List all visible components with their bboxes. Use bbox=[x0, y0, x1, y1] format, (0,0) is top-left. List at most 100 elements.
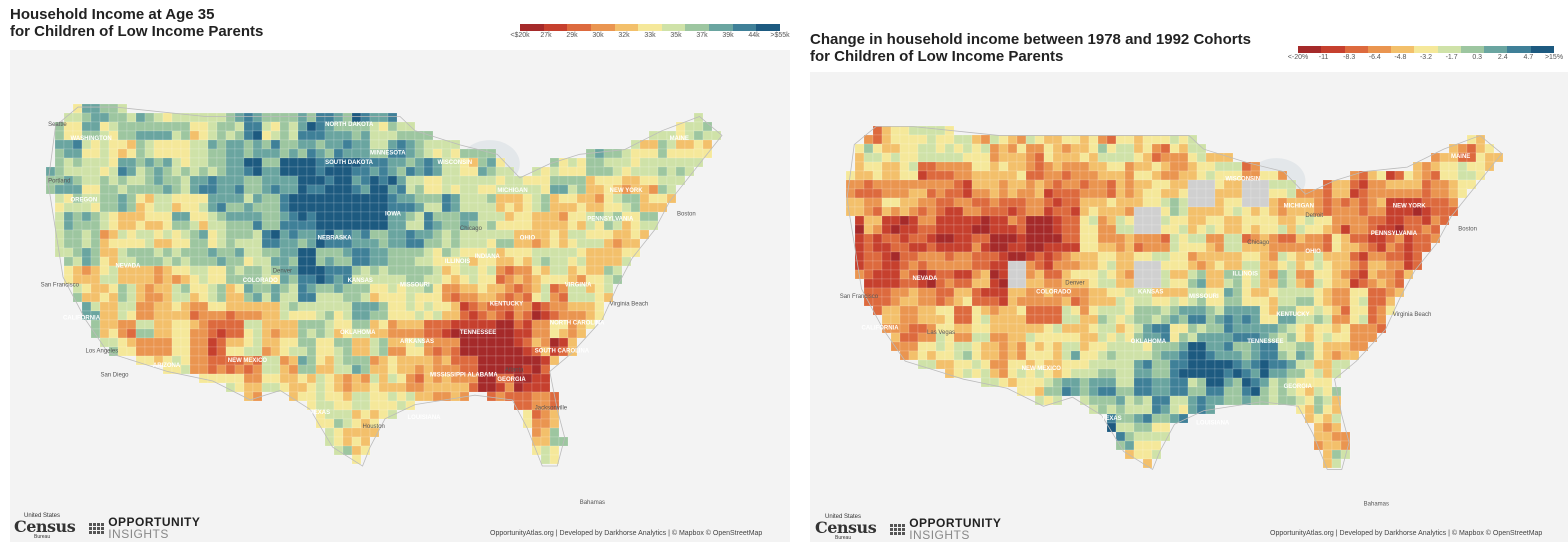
county-region[interactable] bbox=[1466, 179, 1477, 190]
county-region[interactable] bbox=[504, 256, 515, 267]
county-region[interactable] bbox=[1466, 170, 1477, 181]
county-region[interactable] bbox=[90, 166, 101, 177]
county-region[interactable] bbox=[189, 364, 200, 375]
county-region[interactable] bbox=[225, 283, 236, 294]
county-region[interactable] bbox=[162, 274, 173, 285]
county-region[interactable] bbox=[72, 292, 83, 303]
county-region[interactable] bbox=[1052, 296, 1063, 307]
county-region[interactable] bbox=[594, 292, 605, 303]
county-region[interactable] bbox=[1061, 368, 1072, 379]
county-region[interactable] bbox=[171, 184, 182, 195]
county-region[interactable] bbox=[872, 215, 883, 226]
county-region[interactable] bbox=[1205, 386, 1216, 397]
county-region[interactable] bbox=[1232, 359, 1243, 370]
county-region[interactable] bbox=[1142, 431, 1153, 442]
county-region[interactable] bbox=[234, 193, 245, 204]
county-region[interactable] bbox=[1232, 260, 1243, 271]
county-region[interactable] bbox=[117, 301, 128, 312]
county-region[interactable] bbox=[126, 202, 137, 213]
county-region[interactable] bbox=[1340, 224, 1351, 235]
county-region[interactable] bbox=[360, 364, 371, 375]
county-region[interactable] bbox=[81, 283, 92, 294]
county-region[interactable] bbox=[1097, 305, 1108, 316]
county-region[interactable] bbox=[1007, 287, 1018, 298]
county-region[interactable] bbox=[531, 265, 542, 276]
county-region[interactable] bbox=[639, 148, 650, 159]
county-region[interactable] bbox=[1322, 359, 1333, 370]
county-region[interactable] bbox=[540, 355, 551, 366]
county-region[interactable] bbox=[1160, 431, 1171, 442]
county-region[interactable] bbox=[1115, 296, 1126, 307]
county-region[interactable] bbox=[315, 130, 326, 141]
county-region[interactable] bbox=[225, 265, 236, 276]
county-region[interactable] bbox=[198, 175, 209, 186]
county-region[interactable] bbox=[908, 224, 919, 235]
county-region[interactable] bbox=[1241, 296, 1252, 307]
county-region[interactable] bbox=[989, 269, 1000, 280]
county-region[interactable] bbox=[288, 220, 299, 231]
county-region[interactable] bbox=[1133, 449, 1144, 460]
county-region[interactable] bbox=[926, 179, 937, 190]
county-region[interactable] bbox=[531, 382, 542, 393]
county-region[interactable] bbox=[1430, 197, 1441, 208]
county-region[interactable] bbox=[225, 175, 236, 186]
county-region[interactable] bbox=[917, 350, 928, 361]
county-region[interactable] bbox=[225, 112, 236, 123]
county-region[interactable] bbox=[225, 130, 236, 141]
county-region[interactable] bbox=[252, 337, 263, 348]
county-region[interactable] bbox=[495, 220, 506, 231]
county-region[interactable] bbox=[1250, 368, 1261, 379]
county-region[interactable] bbox=[1097, 341, 1108, 352]
county-region[interactable] bbox=[288, 364, 299, 375]
county-region[interactable] bbox=[567, 184, 578, 195]
county-region[interactable] bbox=[989, 341, 1000, 352]
county-region[interactable] bbox=[1142, 440, 1153, 451]
county-region[interactable] bbox=[234, 166, 245, 177]
county-region[interactable] bbox=[666, 157, 677, 168]
county-region[interactable] bbox=[369, 202, 380, 213]
county-region[interactable] bbox=[1169, 278, 1180, 289]
county-region[interactable] bbox=[1052, 314, 1063, 325]
county-region[interactable] bbox=[342, 256, 353, 267]
county-region[interactable] bbox=[1223, 206, 1234, 217]
county-region[interactable] bbox=[1025, 314, 1036, 325]
county-region[interactable] bbox=[1286, 242, 1297, 253]
county-region[interactable] bbox=[450, 220, 461, 231]
county-region[interactable] bbox=[387, 166, 398, 177]
county-region[interactable] bbox=[432, 319, 443, 330]
county-region[interactable] bbox=[1088, 386, 1099, 397]
county-region[interactable] bbox=[450, 391, 461, 402]
county-region[interactable] bbox=[207, 211, 218, 222]
county-region[interactable] bbox=[1079, 269, 1090, 280]
county-region[interactable] bbox=[288, 238, 299, 249]
county-region[interactable] bbox=[369, 292, 380, 303]
county-region[interactable] bbox=[1331, 188, 1342, 199]
county-region[interactable] bbox=[288, 328, 299, 339]
county-region[interactable] bbox=[594, 301, 605, 312]
county-region[interactable] bbox=[657, 193, 668, 204]
county-region[interactable] bbox=[1241, 368, 1252, 379]
county-region[interactable] bbox=[594, 175, 605, 186]
county-region[interactable] bbox=[279, 193, 290, 204]
county-region[interactable] bbox=[1187, 251, 1198, 262]
county-region[interactable] bbox=[513, 265, 524, 276]
county-region[interactable] bbox=[1250, 323, 1261, 334]
county-region[interactable] bbox=[1142, 296, 1153, 307]
county-region[interactable] bbox=[531, 391, 542, 402]
county-region[interactable] bbox=[1196, 359, 1207, 370]
county-region[interactable] bbox=[486, 265, 497, 276]
county-region[interactable] bbox=[1250, 197, 1261, 208]
county-region[interactable] bbox=[1124, 224, 1135, 235]
county-region[interactable] bbox=[360, 112, 371, 123]
county-region[interactable] bbox=[324, 427, 335, 438]
county-region[interactable] bbox=[189, 202, 200, 213]
county-region[interactable] bbox=[1376, 188, 1387, 199]
county-region[interactable] bbox=[1367, 314, 1378, 325]
county-region[interactable] bbox=[1160, 296, 1171, 307]
county-region[interactable] bbox=[989, 161, 1000, 172]
county-region[interactable] bbox=[279, 301, 290, 312]
county-region[interactable] bbox=[899, 188, 910, 199]
county-region[interactable] bbox=[342, 373, 353, 384]
county-region[interactable] bbox=[306, 310, 317, 321]
county-region[interactable] bbox=[1403, 179, 1414, 190]
